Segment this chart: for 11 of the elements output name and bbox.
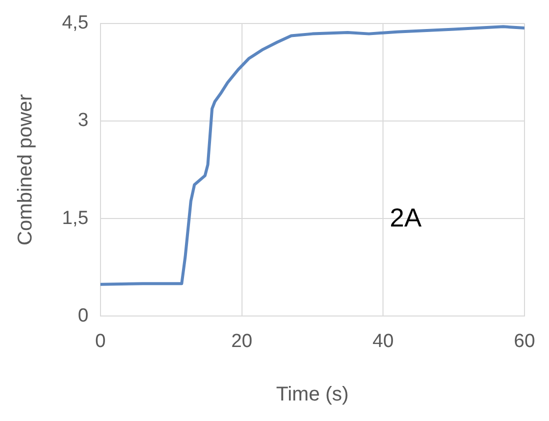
x-tick-label: 20: [231, 330, 252, 352]
y-tick-label: 4,5: [62, 12, 88, 34]
x-tick-label: 0: [95, 330, 106, 352]
annotation: 2A: [390, 202, 422, 233]
y-tick-label: 0: [78, 305, 88, 326]
x-tick-label: 60: [514, 330, 536, 352]
y-tick-label: 1,5: [62, 208, 88, 229]
y-axis-title: Combined power: [14, 94, 37, 246]
y-tick-label: 3: [78, 110, 88, 132]
x-tick-label: 40: [372, 330, 394, 352]
x-axis-title: Time (s): [276, 384, 349, 406]
